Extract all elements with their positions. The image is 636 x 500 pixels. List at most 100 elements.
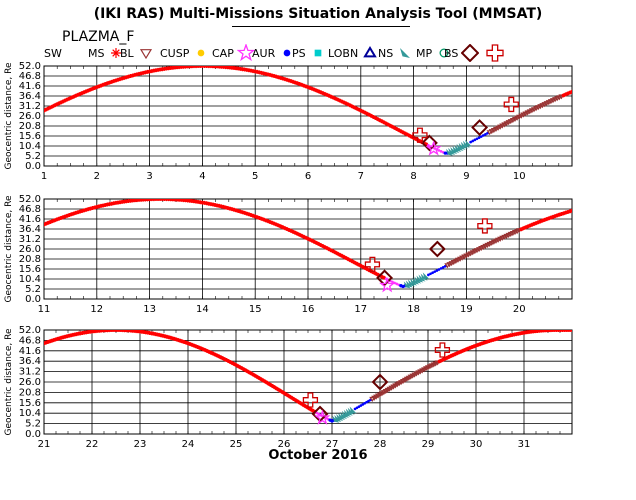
boundary-marker-bs: [428, 240, 446, 258]
orbit-point: [358, 108, 363, 113]
orbit-point: [111, 201, 116, 206]
orbit-point: [301, 234, 306, 239]
orbit-point: [214, 353, 219, 358]
orbit-point: [322, 91, 327, 96]
orbit-point: [310, 238, 315, 243]
orbit-point: [540, 218, 545, 223]
orbit-point: [446, 262, 453, 268]
orbit-point: [403, 131, 408, 136]
orbit-point: [99, 83, 104, 88]
y-tick-label: 5.2: [25, 151, 41, 162]
orbit-point: [69, 95, 74, 100]
orbit-point: [495, 125, 502, 131]
orbit-point: [255, 374, 260, 379]
orbit-point: [44, 221, 49, 226]
x-tick-label: 11: [38, 304, 51, 315]
boundary-marker-bs: [376, 269, 393, 287]
orbit-point: [71, 211, 76, 216]
orbit-point: [371, 270, 376, 275]
orbit-point: [441, 357, 446, 362]
orbit-point: [122, 75, 127, 80]
orbit-point: [61, 99, 66, 104]
orbit-point: [369, 113, 374, 118]
orbit-point: [401, 130, 406, 135]
orbit-point: [466, 346, 471, 351]
orbit-point: [212, 352, 217, 357]
orbit-point: [196, 199, 201, 204]
orbit-point: [533, 106, 540, 112]
legend-label: MP: [416, 46, 433, 60]
orbit-point: [365, 267, 370, 272]
y-tick-label: 36.4: [19, 356, 41, 367]
orbit-point: [382, 275, 387, 280]
orbit-point: [177, 66, 182, 70]
y-tick-label: 52.0: [19, 325, 41, 336]
orbit-point: [73, 210, 78, 215]
orbit-point: [337, 252, 342, 257]
orbit-point: [253, 373, 258, 378]
x-tick-label: 23: [134, 439, 147, 450]
orbit-point: [333, 96, 338, 101]
orbit-point: [488, 129, 495, 135]
y-tick-label: 10.4: [19, 141, 41, 152]
orbit-point: [344, 256, 349, 261]
orbit-point: [449, 353, 454, 358]
orbit-point: [316, 241, 321, 246]
orbit-point: [178, 338, 183, 343]
orbit-point: [153, 199, 158, 202]
legend-symbol: [111, 48, 122, 58]
orbit-point: [509, 117, 516, 124]
orbit-point: [141, 199, 146, 202]
orbit-point: [308, 85, 313, 90]
orbit-point: [253, 214, 258, 219]
orbit-point: [175, 199, 180, 202]
orbit-point: [492, 238, 500, 244]
orbit-point: [422, 272, 430, 280]
orbit-point: [352, 260, 357, 265]
boundary-marker-cap: [314, 409, 331, 425]
y-tick-label: 10.4: [19, 408, 41, 419]
orbit-point: [458, 349, 463, 354]
orbit-point: [166, 66, 171, 71]
legend-label: LOBN: [328, 46, 359, 60]
orbit-point: [101, 203, 106, 208]
orbit-point: [162, 66, 167, 71]
x-tick-label: 12: [90, 304, 103, 315]
orbit-point: [495, 237, 502, 243]
orbit-point: [287, 394, 292, 399]
orbit-point: [217, 66, 222, 69]
orbit-point: [350, 104, 355, 109]
orbit-point: [282, 226, 287, 231]
orbit-point: [563, 210, 568, 215]
orbit-point: [375, 272, 380, 277]
orbit-point: [341, 100, 346, 105]
orbit-point: [264, 380, 269, 385]
x-tick-label: 31: [518, 439, 531, 450]
orbit-point: [226, 359, 231, 364]
y-tick-label: 26.0: [19, 111, 41, 122]
orbit-point: [545, 100, 552, 106]
orbit-point: [299, 233, 304, 238]
orbit-point: [567, 209, 572, 214]
orbit-point: [92, 85, 97, 90]
orbit-point: [445, 355, 450, 360]
orbit-point: [128, 74, 133, 79]
orbit-point: [546, 216, 551, 221]
orbit-point: [175, 66, 180, 70]
orbit-point: [471, 139, 475, 143]
orbit-point: [191, 343, 196, 348]
orbit-point: [185, 66, 190, 69]
orbit-point: [63, 214, 68, 219]
y-tick-label: 5.2: [25, 419, 41, 430]
orbit-point: [303, 403, 308, 408]
orbit-point: [382, 120, 387, 125]
orbit-point: [48, 105, 53, 110]
legend-symbol: [198, 49, 205, 57]
orbit-point: [234, 208, 239, 213]
orbit-point: [427, 273, 430, 277]
orbit-point: [525, 224, 530, 229]
orbit-point: [200, 200, 205, 205]
orbit-point: [259, 70, 264, 75]
orbit-point: [360, 264, 365, 269]
orbit-point: [234, 363, 238, 368]
